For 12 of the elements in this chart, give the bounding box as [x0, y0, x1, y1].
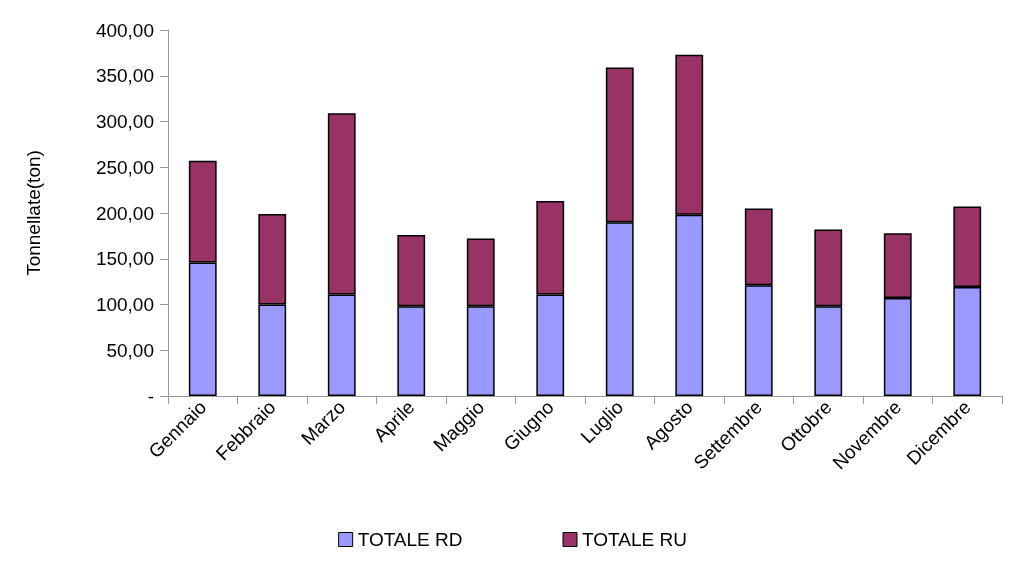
y-tick-label: 50,00 [106, 339, 154, 361]
y-tick-label: - [147, 385, 154, 407]
y-tick-label: 150,00 [95, 248, 154, 270]
y-tick-label: 250,00 [95, 156, 154, 178]
y-axis-title: Tonnellate(ton) [23, 150, 44, 276]
y-tick-label: 200,00 [95, 202, 154, 224]
legend-label: TOTALE RU [582, 529, 687, 550]
y-tick-label: 350,00 [95, 65, 154, 87]
y-tick-label: 100,00 [95, 294, 154, 315]
y-tick-label: 300,00 [95, 111, 154, 132]
y-tick-label: 400,00 [95, 19, 154, 41]
legend-label: TOTALE RD [357, 529, 463, 550]
